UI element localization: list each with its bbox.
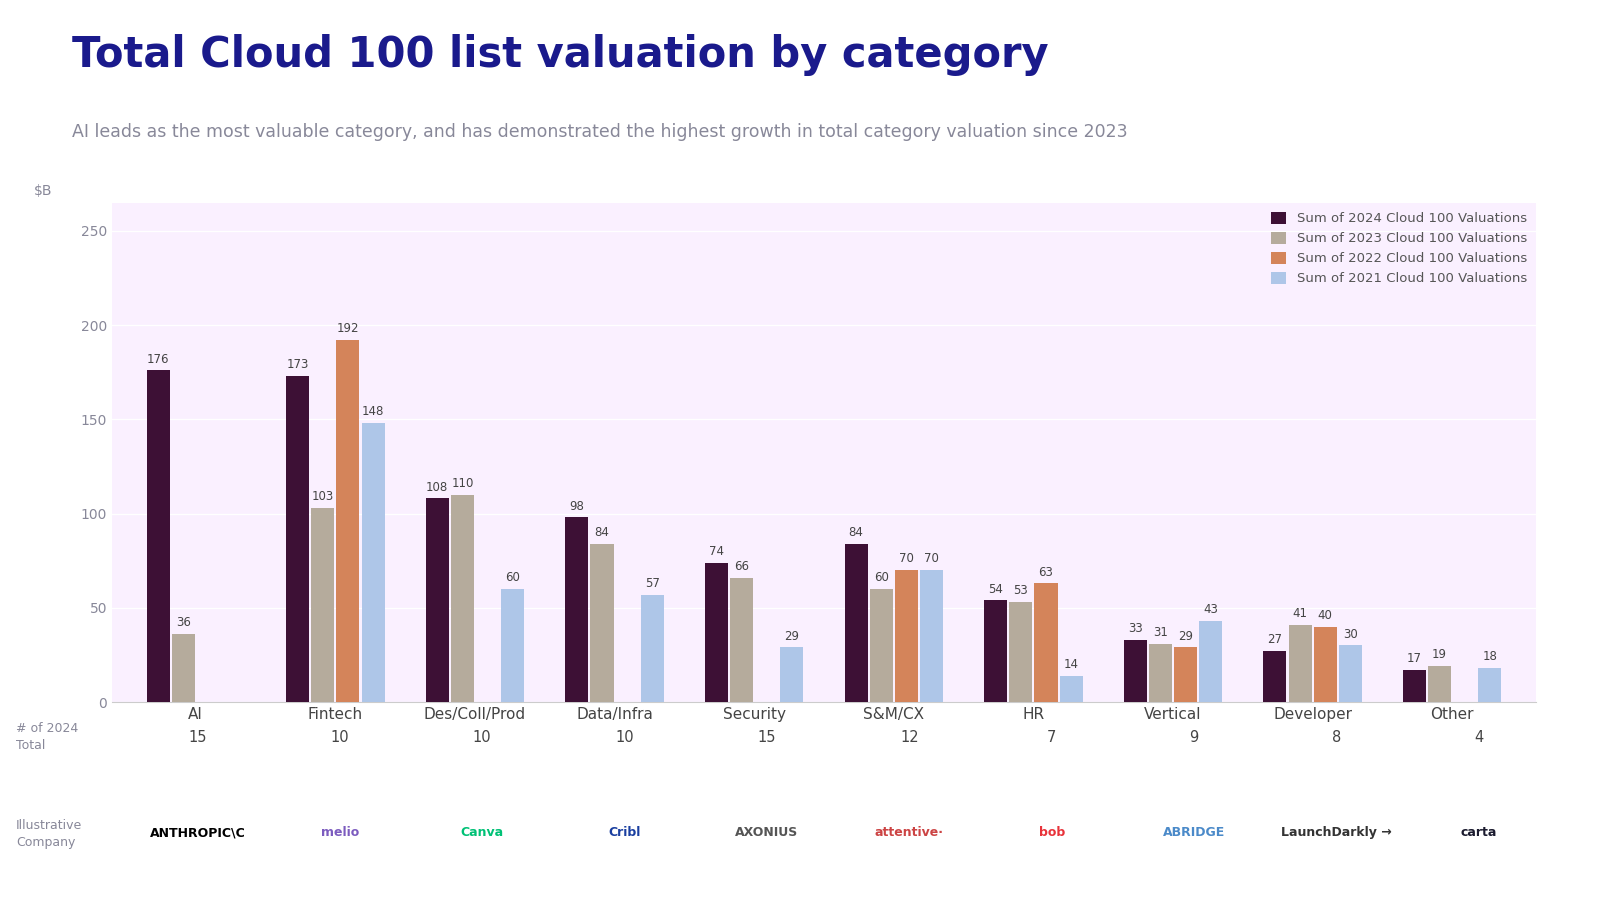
Text: 63: 63 xyxy=(1038,565,1053,579)
Text: 70: 70 xyxy=(899,553,914,565)
Bar xyxy=(1198,621,1222,702)
Bar xyxy=(590,544,613,702)
Text: attentive·: attentive· xyxy=(875,826,944,840)
Bar xyxy=(1429,666,1451,702)
Text: 8: 8 xyxy=(1333,730,1341,744)
Text: 29: 29 xyxy=(784,630,800,643)
Bar xyxy=(1010,602,1032,702)
Text: 53: 53 xyxy=(1013,584,1029,598)
Text: carta: carta xyxy=(1461,826,1498,840)
Bar xyxy=(426,499,450,702)
Bar xyxy=(336,340,360,702)
Text: 84: 84 xyxy=(848,526,864,539)
Text: Cribl: Cribl xyxy=(608,826,642,840)
Bar xyxy=(730,578,754,702)
Text: LaunchDarkly →: LaunchDarkly → xyxy=(1282,826,1392,840)
Text: ANTHROPIC\C: ANTHROPIC\C xyxy=(149,826,245,840)
Text: 36: 36 xyxy=(176,616,190,629)
Bar xyxy=(1288,625,1312,702)
Bar xyxy=(171,634,195,702)
Text: 10: 10 xyxy=(474,730,491,744)
Text: 18: 18 xyxy=(1483,651,1498,663)
Text: # of 2024
Total: # of 2024 Total xyxy=(16,722,78,752)
Text: 74: 74 xyxy=(709,544,725,558)
Text: Canva: Canva xyxy=(461,826,504,840)
Text: 17: 17 xyxy=(1406,652,1422,665)
Text: 30: 30 xyxy=(1342,627,1358,641)
Text: 27: 27 xyxy=(1267,634,1283,646)
Text: bob: bob xyxy=(1038,826,1066,840)
Text: 66: 66 xyxy=(734,560,749,573)
Text: 14: 14 xyxy=(1064,658,1078,670)
Text: 10: 10 xyxy=(331,730,349,744)
Text: 103: 103 xyxy=(312,491,334,503)
Text: Illustrative
Company: Illustrative Company xyxy=(16,819,82,849)
Text: melio: melio xyxy=(320,826,358,840)
Bar xyxy=(565,518,589,702)
Text: 84: 84 xyxy=(595,526,610,539)
Text: 15: 15 xyxy=(758,730,776,744)
Bar xyxy=(1264,651,1286,702)
Bar xyxy=(984,600,1008,702)
Bar xyxy=(845,544,867,702)
Text: 19: 19 xyxy=(1432,649,1446,662)
Text: 7: 7 xyxy=(1046,730,1056,744)
Bar xyxy=(362,423,384,702)
Text: 40: 40 xyxy=(1318,609,1333,622)
Text: 108: 108 xyxy=(426,481,448,494)
Text: 31: 31 xyxy=(1154,626,1168,639)
Bar xyxy=(1403,670,1426,702)
Text: 173: 173 xyxy=(286,358,309,371)
Text: 70: 70 xyxy=(925,553,939,565)
Text: ABRIDGE: ABRIDGE xyxy=(1163,826,1226,840)
Text: 33: 33 xyxy=(1128,622,1142,635)
Text: 10: 10 xyxy=(616,730,634,744)
Bar xyxy=(1174,647,1197,702)
Text: 43: 43 xyxy=(1203,603,1218,616)
Bar xyxy=(1314,626,1336,702)
Bar xyxy=(781,647,803,702)
Bar xyxy=(451,495,474,702)
Text: 110: 110 xyxy=(451,477,474,490)
Bar xyxy=(147,370,170,702)
Bar xyxy=(312,508,334,702)
Bar xyxy=(920,570,942,702)
Text: AI leads as the most valuable category, and has demonstrated the highest growth : AI leads as the most valuable category, … xyxy=(72,123,1128,140)
Bar xyxy=(870,589,893,702)
Text: 57: 57 xyxy=(645,577,659,590)
Text: 54: 54 xyxy=(989,582,1003,596)
Text: 29: 29 xyxy=(1178,630,1194,643)
Bar xyxy=(1059,676,1083,702)
Text: 9: 9 xyxy=(1190,730,1198,744)
Text: 176: 176 xyxy=(147,353,170,365)
Text: 60: 60 xyxy=(874,572,888,584)
Bar xyxy=(894,570,918,702)
Text: 60: 60 xyxy=(506,572,520,584)
Text: 12: 12 xyxy=(901,730,918,744)
Legend: Sum of 2024 Cloud 100 Valuations, Sum of 2023 Cloud 100 Valuations, Sum of 2022 : Sum of 2024 Cloud 100 Valuations, Sum of… xyxy=(1266,206,1533,291)
Text: 4: 4 xyxy=(1475,730,1483,744)
Text: 148: 148 xyxy=(362,405,384,418)
Text: 15: 15 xyxy=(189,730,206,744)
Bar xyxy=(1339,645,1362,702)
Text: 192: 192 xyxy=(336,322,358,336)
Text: Total Cloud 100 list valuation by category: Total Cloud 100 list valuation by catego… xyxy=(72,34,1048,76)
Bar xyxy=(1035,583,1058,702)
Bar xyxy=(501,589,525,702)
Bar xyxy=(286,376,309,702)
Bar xyxy=(1123,640,1147,702)
Text: 98: 98 xyxy=(570,500,584,513)
Bar xyxy=(1149,644,1173,702)
Text: AXONIUS: AXONIUS xyxy=(736,826,798,840)
Bar xyxy=(1478,668,1501,702)
Bar xyxy=(706,562,728,702)
Text: 41: 41 xyxy=(1293,607,1307,620)
Bar xyxy=(640,595,664,702)
Text: $B: $B xyxy=(34,184,53,197)
